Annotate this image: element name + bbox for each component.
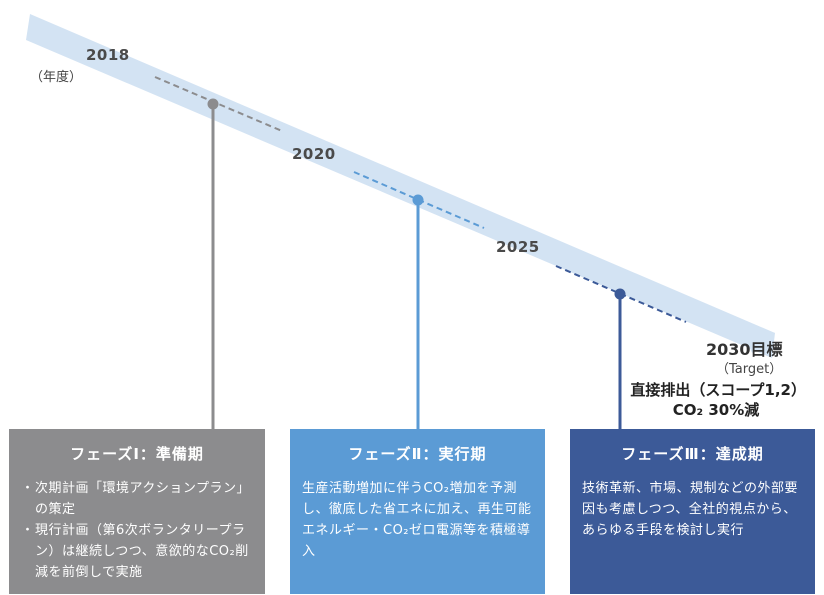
year-label-2020: 2020 — [292, 145, 336, 163]
bullet-dot-icon: ・ — [21, 523, 35, 538]
arrow-head — [738, 319, 775, 353]
phase3-body: 技術革新、市場、規制などの外部要因も考慮しつつ、全社的視点から、あらゆる手段を検… — [582, 481, 799, 538]
milestone-dot-2018 — [207, 98, 219, 110]
unit-label: （年度） — [30, 70, 83, 85]
phase1-bullet-1-text: 次期計画「環境アクションプラン」の策定 — [35, 481, 250, 517]
phase2-box: フェーズⅡ：実行期 生産活動増加に伴うCO₂増加を予測し、徹底した省エネに加え、… — [290, 429, 545, 594]
phase1-box: フェーズⅠ：準備期 ・ 次期計画「環境アクションプラン」の策定 ・ 現行計画（第… — [9, 429, 265, 594]
phase3-title: フェーズⅢ：達成期 — [621, 445, 764, 463]
bullet-dot-icon: ・ — [21, 481, 35, 496]
phase3-box: フェーズⅢ：達成期 技術革新、市場、規制などの外部要因も考慮しつつ、全社的視点か… — [570, 429, 815, 594]
phase1-bullet-1: ・ 次期計画「環境アクションプラン」の策定 — [21, 478, 253, 520]
target-subtitle: （Target） — [716, 362, 783, 377]
milestone-dot-2020 — [412, 194, 424, 206]
phase2-title: フェーズⅡ：実行期 — [348, 445, 487, 463]
phase2-body: 生産活動増加に伴うCO₂増加を予測し、徹底した省エネに加え、再生可能エネルギー・… — [302, 481, 532, 559]
phase1-bullet-2: ・ 現行計画（第6次ボランタリープラン）は継続しつつ、意欲的なCO₂削減を前倒し… — [21, 520, 253, 583]
dashed-segment-2018 — [154, 76, 283, 132]
phase1-bullet-2-text: 現行計画（第6次ボランタリープラン）は継続しつつ、意欲的なCO₂削減を前倒しで実… — [35, 523, 249, 580]
target-goal-line1: 直接排出（スコープ1,2） — [630, 381, 806, 399]
target-goal-line2: CO₂ 30%減 — [672, 401, 760, 419]
milestone-dot-2025 — [614, 288, 626, 300]
descending-arrow — [26, 14, 775, 358]
phase1-body: ・ 次期計画「環境アクションプラン」の策定 ・ 現行計画（第6次ボランタリープラ… — [21, 478, 253, 583]
phase1-title: フェーズⅠ：準備期 — [70, 445, 204, 463]
target-title: 2030目標 — [706, 340, 783, 359]
year-label-2025: 2025 — [496, 238, 540, 256]
target-goal: 直接排出（スコープ1,2） CO₂ 30%減 — [566, 380, 806, 420]
year-label-2018: 2018 — [86, 46, 130, 64]
